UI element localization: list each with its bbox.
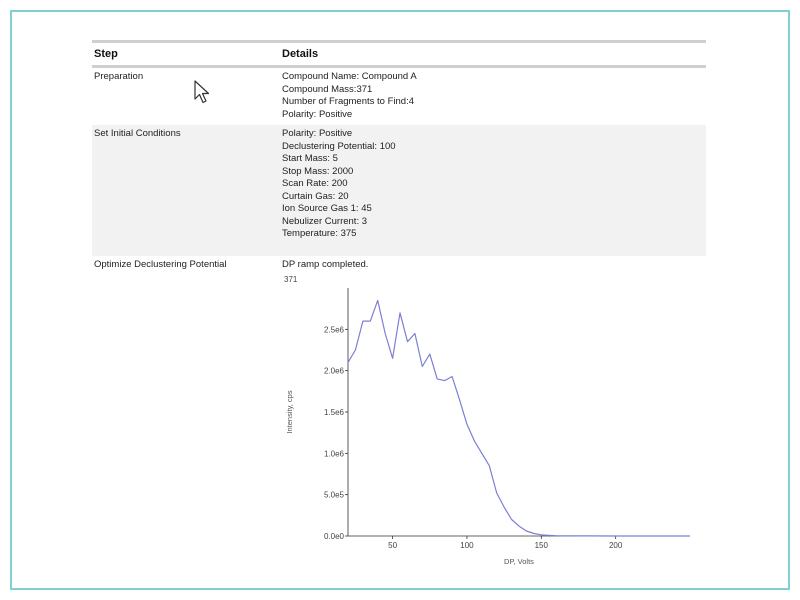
series-line <box>347 299 690 537</box>
chart-title: 371 <box>284 275 298 284</box>
report-frame <box>10 10 790 590</box>
step-initial-conditions: Set Initial Conditions <box>94 128 181 139</box>
header-details: Details <box>282 48 319 60</box>
plot-area <box>347 299 690 537</box>
detail-compound-name: Compound Name: Compound A <box>282 71 417 82</box>
step-optimize-dp: Optimize Declustering Potential <box>94 259 227 270</box>
y-tick-label: 2.5e6 <box>324 325 345 334</box>
step-preparation: Preparation <box>94 71 144 82</box>
dp-ramp-chart: 371 0.0e0 5.0e5 1.0e6 1.5e6 2.0e6 2.5e6 50 100… <box>284 275 690 566</box>
table-row: Set Initial Conditions Polarity: Positiv… <box>92 125 706 256</box>
x-tick-label: 150 <box>535 541 549 550</box>
detail-declustering-potential: Declustering Potential: 100 <box>282 140 396 152</box>
header-step: Step <box>94 48 118 60</box>
detail-polarity: Polarity: Positive <box>282 128 353 139</box>
mouse-pointer-icon <box>194 80 210 104</box>
detail-polarity: Polarity: Positive <box>282 108 353 120</box>
table-header: Step Details <box>92 43 706 65</box>
y-tick-label: 1.5e6 <box>324 408 345 417</box>
report-table: Step Details Preparation Compound Name: … <box>92 40 706 276</box>
detail-compound-mass: Compound Mass:371 <box>282 83 373 95</box>
detail-fragments: Number of Fragments to Find:4 <box>282 96 414 107</box>
detail-ion-source-gas: Ion Source Gas 1: 45 <box>282 203 372 214</box>
x-tick-label: 50 <box>388 541 397 550</box>
x-tick-label: 100 <box>460 541 474 550</box>
x-axis: 50 100 150 200 <box>348 535 690 550</box>
y-tick-label: 2.0e6 <box>324 367 345 376</box>
detail-dp-ramp: DP ramp completed. <box>282 259 369 270</box>
y-axis: 0.0e0 5.0e5 1.0e6 1.5e6 2.0e6 2.5e6 <box>324 288 349 541</box>
y-axis-label: Intensity, cps <box>285 390 294 433</box>
y-tick-label: 5.0e5 <box>324 491 345 500</box>
x-axis-label: DP, Volts <box>504 557 534 566</box>
y-tick-label: 0.0e0 <box>324 532 345 541</box>
detail-temperature: Temperature: 375 <box>282 228 357 239</box>
table-top-rule <box>92 40 706 43</box>
table-header-rule <box>92 65 706 68</box>
detail-stop-mass: Stop Mass: 2000 <box>282 165 354 177</box>
detail-curtain-gas: Curtain Gas: 20 <box>282 190 349 202</box>
detail-start-mass: Start Mass: 5 <box>282 153 338 164</box>
detail-nebulizer-current: Nebulizer Current: 3 <box>282 215 368 227</box>
y-tick-label: 1.0e6 <box>324 449 345 458</box>
detail-scan-rate: Scan Rate: 200 <box>282 178 348 189</box>
table-row: Preparation Compound Name: Compound A Co… <box>92 68 706 125</box>
table-row: Optimize Declustering Potential DP ramp … <box>92 256 706 276</box>
x-tick-label: 200 <box>609 541 623 550</box>
